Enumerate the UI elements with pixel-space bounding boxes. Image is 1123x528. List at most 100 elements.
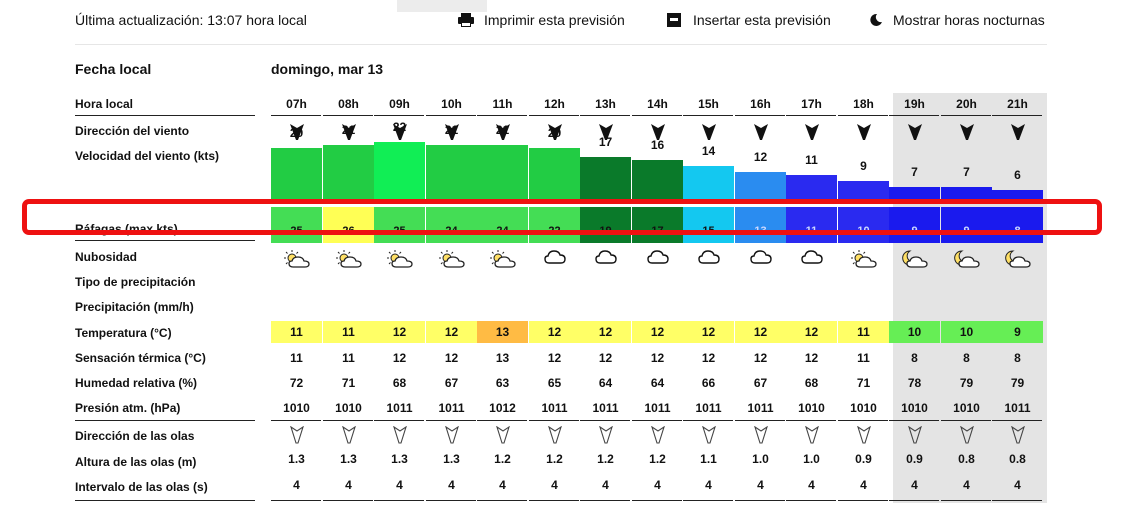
feels-like-cell: 8 xyxy=(1014,351,1021,365)
feels-like-cell: 12 xyxy=(444,351,459,365)
gust-cell xyxy=(529,207,580,243)
humidity-cell: 64 xyxy=(598,376,613,390)
pressure-cell: 1011 xyxy=(386,401,413,415)
moon-icon xyxy=(867,13,883,27)
pressure-cell: 1010 xyxy=(283,401,310,415)
wind-speed-value: 14 xyxy=(701,144,716,158)
wind-speed-bar xyxy=(271,148,322,203)
gust-cell xyxy=(683,207,734,243)
feels-like-cell: 12 xyxy=(650,351,665,365)
hour-cell: 10h xyxy=(441,97,462,111)
wave-underline xyxy=(426,500,476,501)
humidity-cell: 71 xyxy=(341,376,356,390)
wave-direction-arrow-icon xyxy=(735,425,786,449)
pressure-underline xyxy=(941,420,991,421)
wave-period-cell: 4 xyxy=(705,478,712,492)
wind-speed-bar xyxy=(580,157,631,203)
feels-like-cell: 12 xyxy=(392,351,407,365)
gust-cell xyxy=(941,207,992,243)
wind-speed-value: 7 xyxy=(911,165,918,179)
humidity-cell: 68 xyxy=(804,376,819,390)
wind-direction-arrow-icon xyxy=(941,124,992,144)
hour-cell: 08h xyxy=(338,97,359,111)
wave-height-cell: 0.8 xyxy=(958,452,975,466)
print-forecast-link[interactable]: Imprimir esta previsión xyxy=(458,12,625,28)
toolbar-divider xyxy=(75,44,1047,45)
wind-direction-arrow-icon xyxy=(992,124,1043,144)
wave-height-cell: 0.8 xyxy=(1009,452,1026,466)
pressure-underline xyxy=(477,420,527,421)
wave-period-cell: 4 xyxy=(293,478,300,492)
pressure-underline xyxy=(529,420,579,421)
wave-direction-arrow-icon xyxy=(683,425,734,449)
hour-underline xyxy=(323,115,373,116)
hour-cell: 21h xyxy=(1007,97,1028,111)
wind-speed-value: 17 xyxy=(598,135,613,149)
wave-height-cell: 1.2 xyxy=(546,452,563,466)
temperature-cell: 10 xyxy=(889,321,940,343)
wave-direction-arrow-icon xyxy=(889,425,940,449)
wave-underline xyxy=(529,500,579,501)
hour-cell: 13h xyxy=(595,97,616,111)
temperature-cell: 11 xyxy=(271,321,322,343)
wave-period-cell: 4 xyxy=(551,478,558,492)
wave-height-cell: 1.0 xyxy=(752,452,769,466)
partly-cloudy-icon xyxy=(838,249,889,274)
hour-cell: 18h xyxy=(853,97,874,111)
wave-period-cell: 4 xyxy=(602,478,609,492)
feels-like-cell: 8 xyxy=(911,351,918,365)
embed-forecast-link[interactable]: Insertar esta previsión xyxy=(667,12,831,28)
label-wave-height: Altura de las olas (m) xyxy=(75,455,197,469)
printer-icon xyxy=(458,13,474,27)
wind-speed-bar xyxy=(374,142,425,203)
humidity-cell: 66 xyxy=(701,376,716,390)
partly-cloudy-icon xyxy=(323,249,374,274)
hour-underline xyxy=(529,115,579,116)
wave-direction-arrow-icon xyxy=(374,425,425,449)
wind-direction-arrow-icon xyxy=(374,124,425,144)
humidity-cell: 64 xyxy=(650,376,665,390)
temperature-cell: 12 xyxy=(426,321,477,343)
gust-cell xyxy=(580,207,631,243)
wave-period-cell: 4 xyxy=(396,478,403,492)
temperature-cell: 11 xyxy=(838,321,889,343)
gust-cell xyxy=(632,207,683,243)
wind-speed-bar xyxy=(477,145,528,203)
wind-speed-value: 21 xyxy=(341,123,356,137)
hour-underline xyxy=(838,115,888,116)
temperature-cell: 12 xyxy=(735,321,786,343)
gust-cell xyxy=(735,207,786,243)
wave-direction-arrow-icon xyxy=(426,425,477,449)
hour-underline xyxy=(889,115,939,116)
wave-underline xyxy=(735,500,785,501)
label-clouds: Nubosidad xyxy=(75,250,137,264)
wave-height-cell: 1.3 xyxy=(288,452,305,466)
wind-speed-value: 20 xyxy=(289,126,304,140)
wave-underline xyxy=(941,500,991,501)
humidity-cell: 67 xyxy=(444,376,459,390)
pressure-cell: 1011 xyxy=(747,401,774,415)
wind-speed-bar xyxy=(632,160,683,203)
show-night-hours-link[interactable]: Mostrar horas nocturnas xyxy=(867,12,1045,28)
night-partly-cloudy-icon xyxy=(941,249,992,274)
feels-like-cell: 8 xyxy=(963,351,970,365)
humidity-cell: 63 xyxy=(495,376,510,390)
label-precip-type: Tipo de precipitación xyxy=(75,275,196,289)
wave-direction-arrow-icon xyxy=(477,425,528,449)
partly-cloudy-icon xyxy=(374,249,425,274)
feels-like-cell: 13 xyxy=(495,351,510,365)
feels-like-cell: 12 xyxy=(701,351,716,365)
pressure-underline xyxy=(426,420,476,421)
row-divider xyxy=(75,115,255,116)
wave-period-cell: 4 xyxy=(499,478,506,492)
row-divider xyxy=(75,240,255,241)
wind-speed-bar xyxy=(735,172,786,203)
wind-speed-value: 12 xyxy=(753,150,768,164)
wave-period-cell: 4 xyxy=(911,478,918,492)
toolbar-gray-block xyxy=(397,0,487,12)
wave-underline xyxy=(632,500,682,501)
wave-direction-arrow-icon xyxy=(786,425,837,449)
row-divider xyxy=(75,420,255,421)
wave-height-cell: 1.2 xyxy=(649,452,666,466)
wind-speed-value: 11 xyxy=(805,153,818,167)
